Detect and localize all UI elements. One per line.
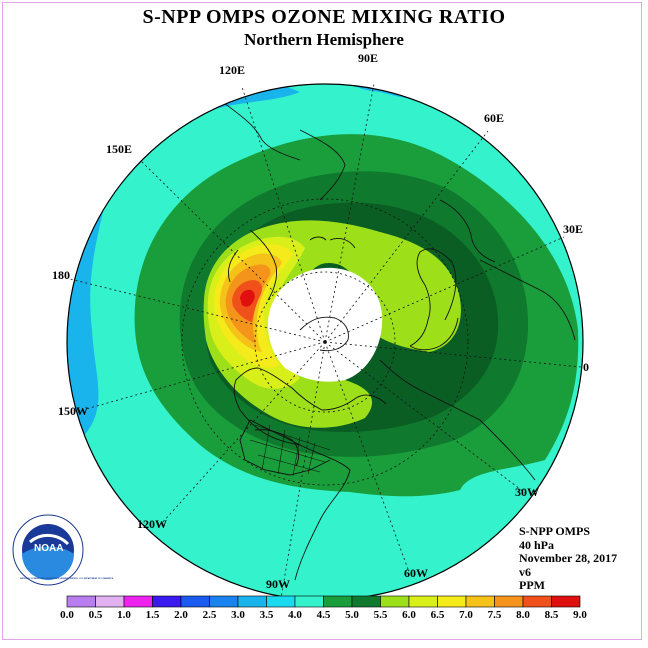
colorbar-tick-label: 9.0	[573, 609, 587, 621]
contour-band-8-5	[240, 289, 255, 307]
noaa-logo-ring-text: NATIONAL OCEANIC AND ATMOSPHERIC ADMINIS…	[20, 578, 114, 580]
colorbar-tick-label: 4.5	[316, 609, 331, 621]
lon-label-0: 0	[583, 360, 589, 374]
colorbar-tick-label: 0.5	[88, 609, 103, 621]
polar-night-missing	[268, 267, 383, 382]
info-level: 40 hPa	[519, 537, 555, 552]
colorbar-tick-label: 4.0	[288, 609, 302, 621]
colorbar-tick-label: 1.0	[117, 609, 131, 621]
colorbar-tick-label: 0.0	[60, 609, 74, 621]
info-date: November 28, 2017	[519, 551, 618, 565]
colorbar-tick-label: 5.0	[345, 609, 359, 621]
colorbar-tick-label: 6.5	[430, 609, 445, 621]
info-instrument: S-NPP OMPS	[519, 524, 590, 538]
colorbar-tick-label: 6.0	[402, 609, 416, 621]
noaa-logo-text: NOAA	[34, 543, 64, 554]
lon-label-150w: 150W	[58, 404, 88, 418]
data-info-block: S-NPP OMPS 40 hPa November 28, 2017 v6 P…	[519, 524, 618, 593]
lon-label-120w: 120W	[137, 517, 167, 531]
colorbar-tick-label: 2.0	[174, 609, 188, 621]
colorbar-tick-label: 5.5	[373, 609, 388, 621]
lon-label-60e: 60E	[484, 111, 505, 125]
lon-label-180: 180	[52, 268, 70, 282]
lon-label-30e: 30E	[563, 222, 584, 236]
map-title: S-NPP OMPS OZONE MIXING RATIO	[142, 6, 506, 28]
colorbar-tick-label: 3.0	[231, 609, 245, 621]
us-state-grid	[249, 424, 331, 477]
colorbar-tick-label: 8.0	[516, 609, 530, 621]
colorbar-tick-label: 8.5	[544, 609, 559, 621]
lon-label-60w: 60W	[404, 566, 428, 580]
coastlines	[219, 99, 576, 581]
info-version: v6	[519, 564, 531, 579]
image-frame	[2, 2, 642, 640]
colorbar-tick-label: 7.0	[459, 609, 473, 621]
colorbar-tick-label: 7.5	[487, 609, 502, 621]
map-subtitle: Northern Hemisphere	[244, 30, 404, 49]
lon-label-120e: 120E	[219, 63, 246, 77]
graticule	[69, 83, 582, 599]
colorbar-tick-label: 3.5	[259, 609, 274, 621]
lon-label-90w: 90W	[266, 577, 290, 591]
lon-label-30w: 30W	[515, 485, 539, 499]
contour-band-3-0-west	[67, 180, 110, 440]
info-units: PPM	[519, 578, 545, 592]
lon-label-150e: 150E	[106, 142, 133, 156]
lon-label-90e: 90E	[358, 51, 379, 65]
noaa-logo	[12, 514, 84, 586]
colorbar-tick-label: 2.5	[202, 609, 217, 621]
colorbar-tick-label: 1.5	[145, 609, 160, 621]
